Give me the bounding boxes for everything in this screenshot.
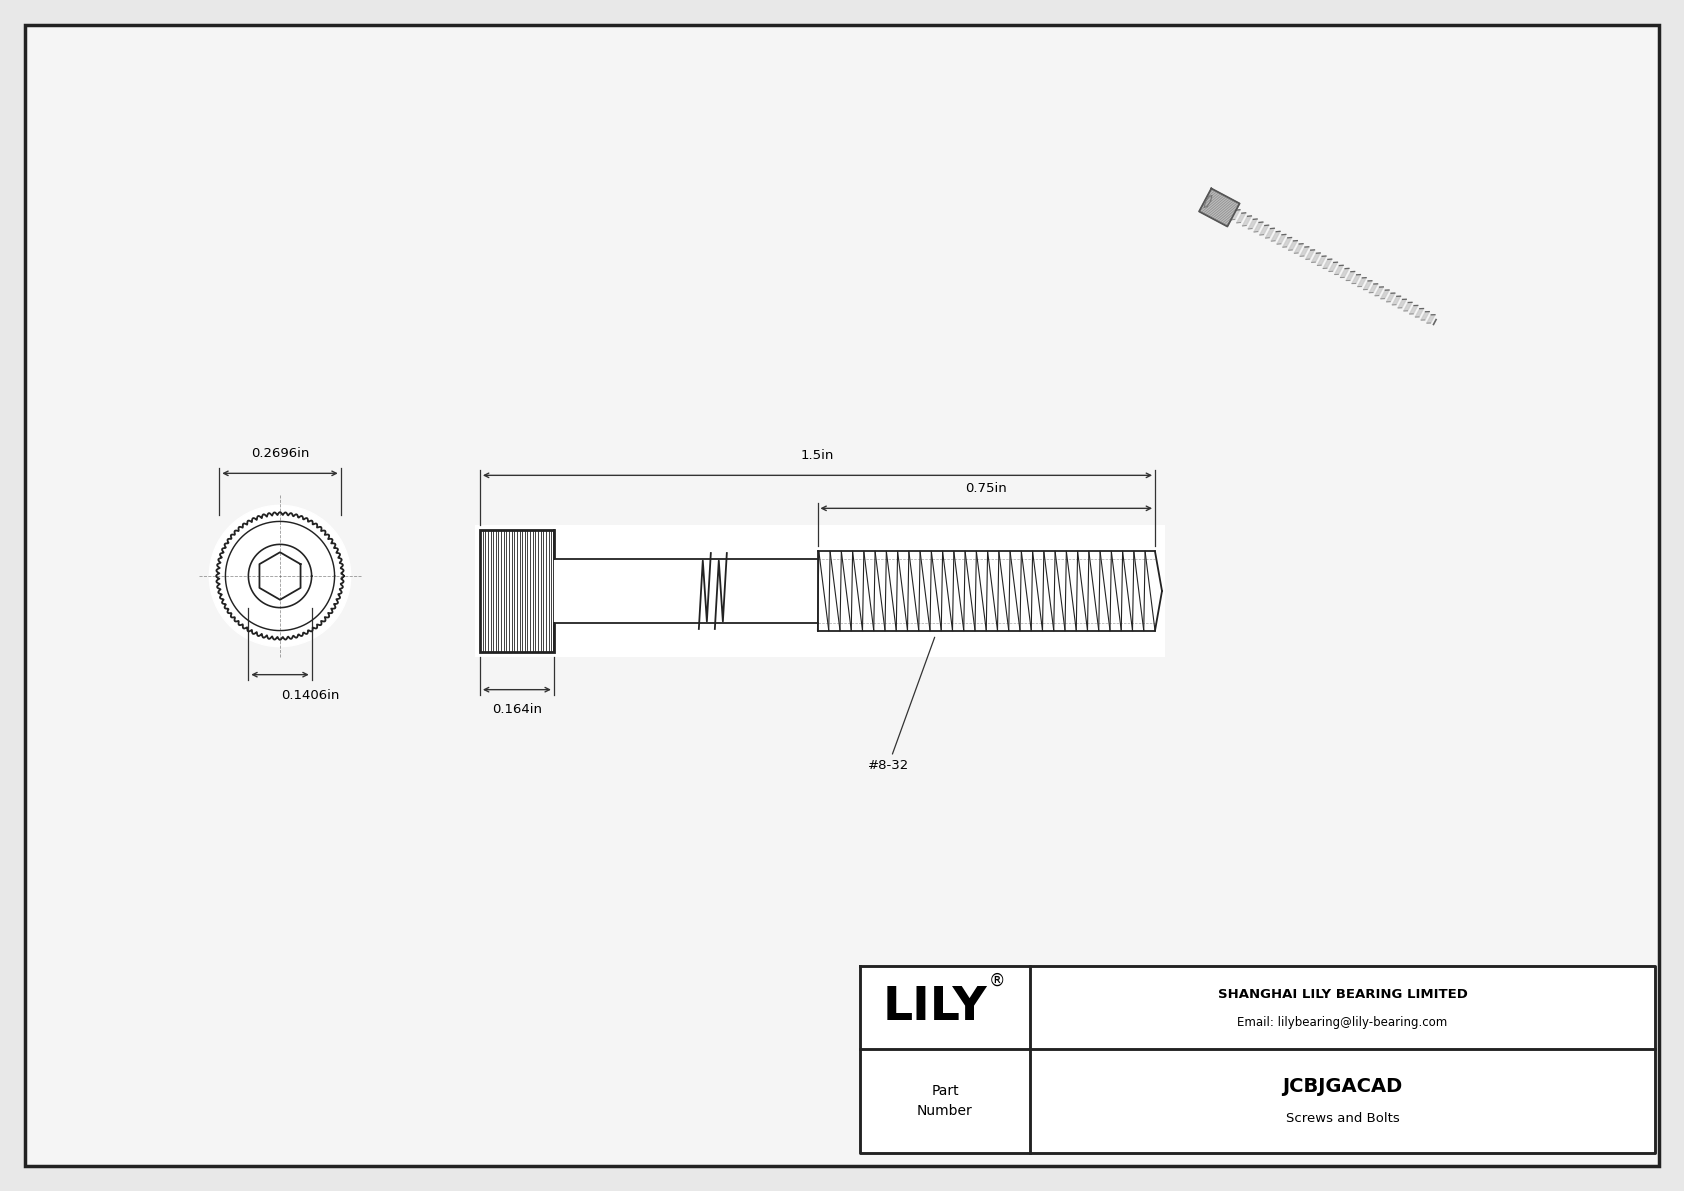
Polygon shape	[1426, 314, 1435, 323]
Polygon shape	[1283, 237, 1292, 248]
Polygon shape	[1404, 303, 1413, 311]
Bar	[480, 530, 554, 651]
Polygon shape	[1265, 229, 1275, 238]
Polygon shape	[1324, 260, 1332, 268]
Polygon shape	[1335, 266, 1344, 274]
Polygon shape	[1231, 210, 1239, 220]
Polygon shape	[1243, 216, 1251, 226]
Polygon shape	[1260, 225, 1268, 235]
Polygon shape	[1346, 272, 1354, 281]
Polygon shape	[1236, 213, 1246, 223]
Text: 0.75in: 0.75in	[965, 482, 1007, 495]
Polygon shape	[1410, 305, 1418, 314]
Text: #8-32: #8-32	[867, 637, 935, 773]
Polygon shape	[1317, 256, 1325, 266]
Polygon shape	[1255, 222, 1263, 232]
Text: Email: lilybearing@lily-bearing.com: Email: lilybearing@lily-bearing.com	[1238, 1016, 1448, 1029]
Text: SHANGHAI LILY BEARING LIMITED: SHANGHAI LILY BEARING LIMITED	[1218, 989, 1467, 1000]
Polygon shape	[1305, 250, 1315, 260]
Text: Part
Number: Part Number	[918, 1084, 973, 1117]
Polygon shape	[1374, 287, 1383, 295]
Text: 0.164in: 0.164in	[492, 703, 542, 716]
Polygon shape	[1352, 275, 1361, 283]
Polygon shape	[1398, 299, 1406, 308]
Polygon shape	[1415, 308, 1423, 317]
Polygon shape	[1369, 283, 1378, 293]
Text: ®: ®	[989, 972, 1005, 990]
Bar	[554, 560, 817, 623]
Text: 0.2696in: 0.2696in	[251, 448, 310, 461]
Polygon shape	[1248, 219, 1258, 229]
Text: Screws and Bolts: Screws and Bolts	[1285, 1111, 1399, 1124]
Text: 0.1406in: 0.1406in	[281, 688, 338, 701]
Polygon shape	[1329, 262, 1337, 272]
Polygon shape	[1421, 312, 1430, 320]
Polygon shape	[1312, 252, 1320, 262]
Bar	[861, 966, 1655, 1153]
Polygon shape	[1381, 289, 1389, 299]
Text: LILY: LILY	[882, 985, 987, 1030]
Text: 1.5in: 1.5in	[802, 449, 834, 462]
Polygon shape	[1295, 244, 1303, 254]
Text: JCBJGACAD: JCBJGACAD	[1283, 1078, 1403, 1097]
Polygon shape	[1357, 278, 1366, 287]
Polygon shape	[1364, 281, 1372, 289]
Polygon shape	[1340, 268, 1349, 278]
Polygon shape	[1386, 293, 1394, 301]
Polygon shape	[1393, 297, 1401, 305]
Polygon shape	[1300, 247, 1308, 256]
Polygon shape	[1271, 231, 1280, 241]
Bar	[475, 525, 1165, 656]
Circle shape	[209, 505, 350, 647]
Polygon shape	[1276, 235, 1287, 244]
Polygon shape	[1288, 241, 1297, 250]
